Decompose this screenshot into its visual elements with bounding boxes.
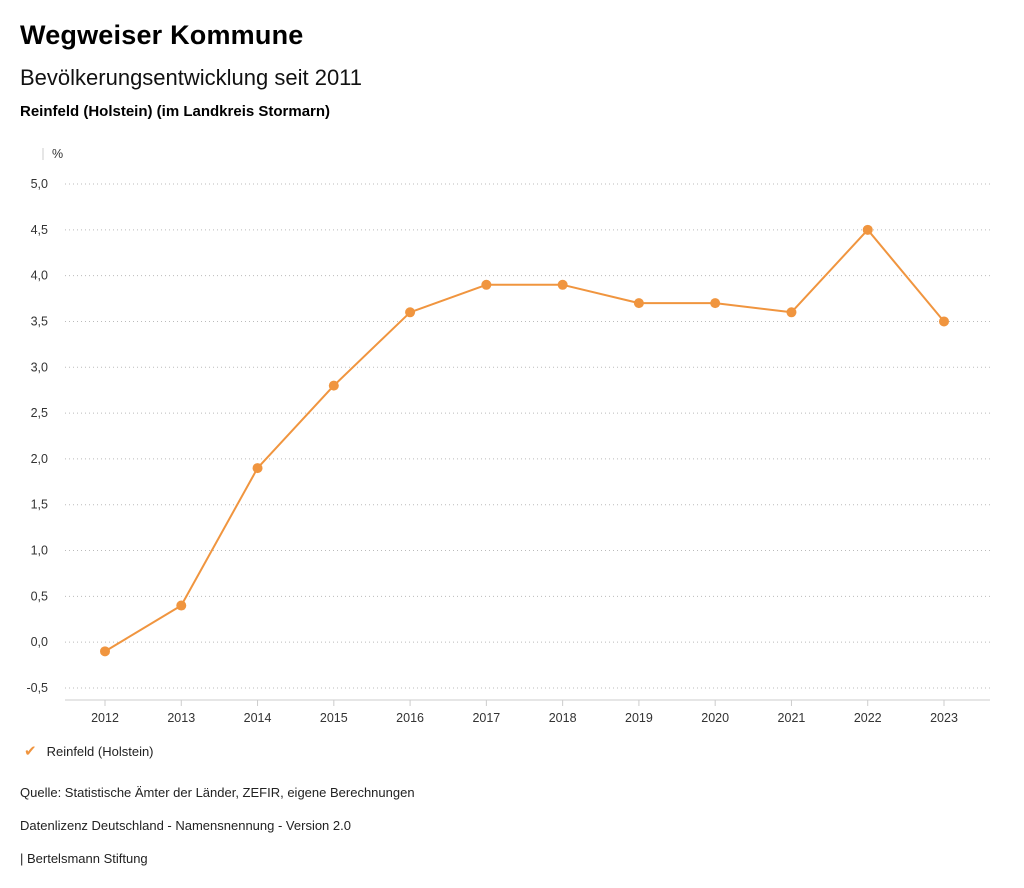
x-tick-label: 2016 xyxy=(396,711,424,725)
legend-item-reinfeld[interactable]: ✔ Reinfeld (Holstein) xyxy=(24,744,154,759)
data-point[interactable] xyxy=(405,307,416,318)
y-tick-label: 1,5 xyxy=(31,498,48,512)
chart-title: Bevölkerungsentwicklung seit 2011 xyxy=(20,65,363,90)
y-tick-label: -0,5 xyxy=(26,681,48,695)
chart-footer: Quelle: Statistische Ämter der Länder, Z… xyxy=(20,785,980,884)
line-chart: % -0,5 0,0 0,5 1,0 1,5 2,0 2,5 3,0 3,5 4,0 4,5 5,0 20… xyxy=(0,140,1024,740)
data-point[interactable] xyxy=(786,307,797,318)
y-tick-label: 3,5 xyxy=(31,314,48,328)
legend-item-label: Reinfeld (Holstein) xyxy=(46,744,154,759)
y-tick-label: 1,0 xyxy=(31,544,48,558)
x-tick-label: 2019 xyxy=(625,711,653,725)
y-tick-label: 3,0 xyxy=(31,360,48,374)
y-tick-label: 4,5 xyxy=(31,223,48,237)
data-point[interactable] xyxy=(100,646,110,657)
data-point[interactable] xyxy=(481,279,492,290)
source-text: Quelle: Statistische Ämter der Länder, Z… xyxy=(20,785,415,800)
x-tick-label: 2020 xyxy=(701,711,729,725)
license-text: Datenlizenz Deutschland - Namensnennung … xyxy=(20,818,351,833)
data-point[interactable] xyxy=(633,298,644,309)
x-tick-label: 2013 xyxy=(167,711,195,725)
data-point[interactable] xyxy=(939,316,949,327)
data-point[interactable] xyxy=(252,463,263,474)
y-tick-label: 0,5 xyxy=(31,589,48,603)
population-development-chart: % -0,5 0,0 0,5 1,0 1,5 2,0 2,5 3,0 3,5 4,0 4,5 5,0 20… xyxy=(26,147,990,725)
x-tick-label: 2021 xyxy=(778,711,806,725)
y-axis-unit-label: % xyxy=(52,147,63,161)
chart-header: Wegweiser Kommune Bevölkerungsentwicklun… xyxy=(20,20,980,120)
legend-check-icon: ✔ xyxy=(24,743,37,760)
data-point[interactable] xyxy=(328,380,339,391)
x-tick-label: 2023 xyxy=(930,711,958,725)
x-tick-label: 2015 xyxy=(320,711,348,725)
y-tick-label: 0,0 xyxy=(31,635,48,649)
data-point[interactable] xyxy=(176,600,187,611)
x-tick-label: 2017 xyxy=(472,711,500,725)
chart-location-subtitle: Reinfeld (Holstein) (im Landkreis Storma… xyxy=(20,103,331,120)
y-tick-label: 2,0 xyxy=(31,452,48,466)
y-tick-label: 4,0 xyxy=(31,269,48,283)
data-line xyxy=(104,228,945,653)
data-point[interactable] xyxy=(710,298,721,309)
y-tick-label: 5,0 xyxy=(31,177,48,191)
y-tick-label: 2,5 xyxy=(31,406,48,420)
data-point[interactable] xyxy=(862,224,873,235)
data-point[interactable] xyxy=(557,279,568,290)
x-tick-label: 2018 xyxy=(549,711,577,725)
page-title: Wegweiser Kommune xyxy=(20,20,304,50)
x-tick-label: 2022 xyxy=(854,711,882,725)
attribution-text: | Bertelsmann Stiftung xyxy=(20,851,148,866)
x-tick-label: 2014 xyxy=(244,711,272,725)
x-tick-label: 2012 xyxy=(91,711,119,725)
